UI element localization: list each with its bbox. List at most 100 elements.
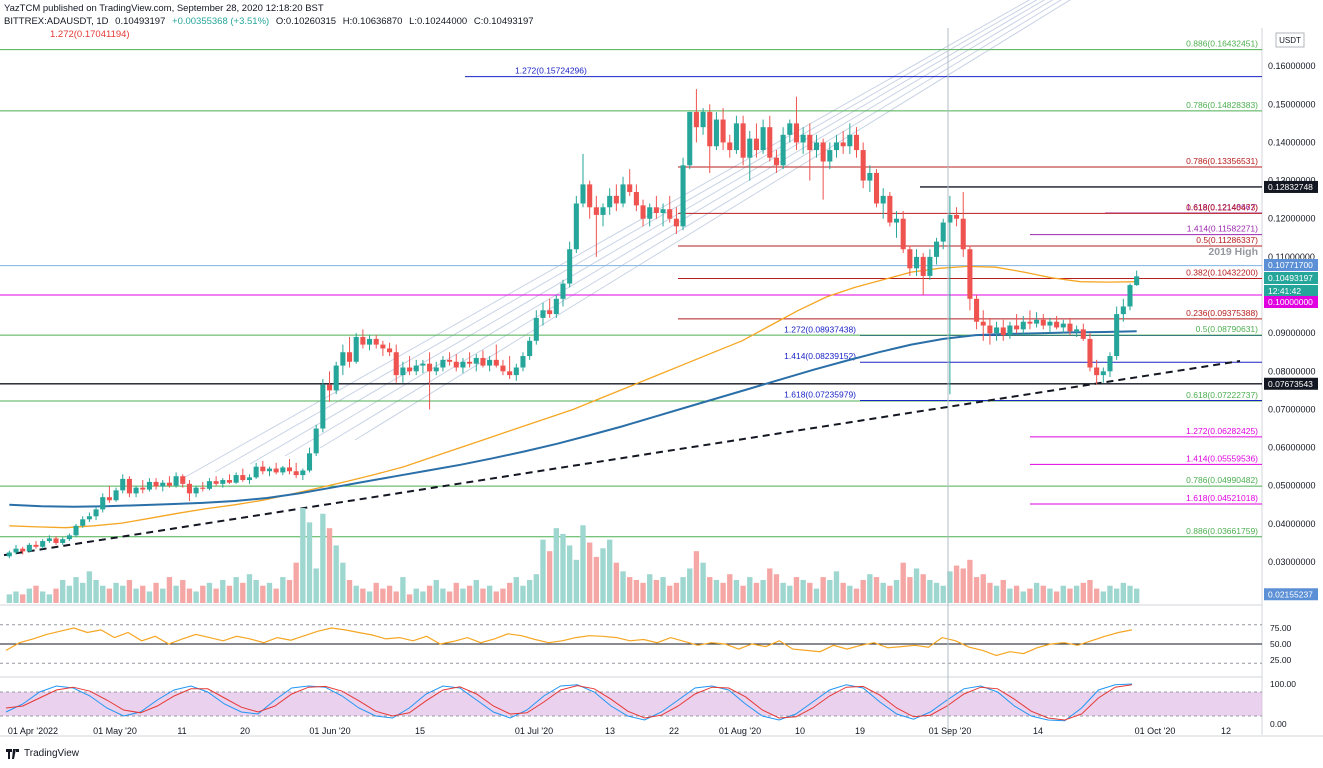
- candle-body: [760, 127, 766, 151]
- volume-bar: [600, 548, 606, 603]
- candle-body: [367, 338, 373, 345]
- volume-bar: [466, 585, 473, 603]
- stoch-k-line: [5, 683, 1133, 722]
- candle-body: [13, 548, 19, 553]
- candle-body: [326, 384, 333, 391]
- candle-body: [827, 150, 833, 162]
- candle-body: [280, 467, 286, 473]
- time-tick-label: 15: [415, 726, 425, 736]
- candle-body: [840, 142, 846, 147]
- volume-bar: [433, 579, 439, 603]
- volume-bar: [1100, 591, 1106, 603]
- volume-bar: [647, 574, 653, 603]
- candle-body: [693, 111, 699, 128]
- volume-bar: [960, 568, 966, 603]
- candle-body: [487, 359, 493, 366]
- candle-body: [320, 384, 326, 429]
- volume-bar: [340, 562, 346, 603]
- time-tick-label: 10: [795, 726, 805, 736]
- candle-body: [373, 338, 379, 345]
- level-label: 0.886(0.03661759): [1186, 526, 1258, 536]
- candle-body: [593, 207, 599, 215]
- price-marker-label: 0.02155237: [1268, 589, 1313, 599]
- volume-bar: [920, 574, 926, 603]
- volume-bar: [967, 559, 973, 603]
- candle-body: [1114, 314, 1120, 357]
- volume-bar: [780, 582, 786, 603]
- volume-bar: [493, 591, 499, 603]
- candle-body: [246, 477, 253, 481]
- candle-body: [20, 548, 26, 552]
- candle-body: [547, 310, 553, 315]
- candle-body: [460, 361, 466, 368]
- candle-body: [1100, 371, 1106, 376]
- volume-bar: [620, 571, 626, 603]
- candle-body: [700, 111, 706, 128]
- ascending-trendline: [3, 360, 1241, 557]
- price-marker-label: 12:41:42: [1268, 286, 1301, 296]
- volume-bar: [266, 582, 273, 603]
- candle-body: [720, 119, 726, 143]
- volume-bar: [1113, 588, 1120, 603]
- volume-bar: [526, 579, 533, 603]
- volume-bar: [593, 556, 600, 603]
- brand-name: TradingView: [24, 748, 80, 759]
- time-tick-label: 11: [177, 726, 186, 736]
- candle-body: [146, 481, 152, 490]
- candle-body: [286, 467, 293, 472]
- volume-bar: [1127, 585, 1133, 603]
- volume-bar: [506, 582, 513, 603]
- volume-bar: [913, 568, 920, 603]
- candle-body: [427, 363, 433, 372]
- volume-bar: [440, 588, 446, 603]
- symbol-ohlc-line: BITTREX:ADAUSDT, 1D 0.10493197 +0.003553…: [4, 15, 538, 28]
- volume-bar: [313, 568, 319, 603]
- volume-bar: [53, 588, 59, 603]
- volume-bar: [513, 577, 519, 603]
- tradingview-logo-icon: [6, 748, 19, 759]
- volume-bar: [893, 579, 900, 603]
- candle-body: [353, 336, 359, 362]
- candle-body: [193, 487, 199, 494]
- level-label: 1.618(0.04521018): [1186, 493, 1258, 503]
- candle-body: [780, 134, 786, 166]
- candle-body: [1107, 356, 1113, 372]
- close-value: C:0.10493197: [473, 16, 534, 27]
- candle-body: [613, 195, 619, 204]
- channel-line: [249, 0, 1046, 465]
- volume-bar: [86, 571, 93, 603]
- top-fib-label: 1.272(0.17041194): [50, 29, 130, 40]
- candle-body: [300, 470, 306, 476]
- volume-bar: [166, 577, 173, 603]
- volume-bar: [393, 591, 399, 603]
- level-label: 0.5(0.11286337): [1196, 235, 1258, 245]
- volume-bar: [653, 579, 660, 603]
- volume-bar: [153, 582, 159, 603]
- volume-bar: [186, 588, 193, 603]
- ma-fast-line: [9, 265, 1137, 529]
- candle-body: [26, 544, 32, 552]
- volume-bar: [773, 574, 780, 603]
- volume-bar: [366, 591, 373, 603]
- channel-line: [284, 0, 1054, 457]
- volume-bar: [1007, 588, 1013, 603]
- volume-bar: [1053, 591, 1060, 603]
- candle-body: [220, 480, 226, 484]
- price-tick-label: 0.15000000: [1268, 99, 1316, 109]
- level-label: 0.886(0.16432451): [1186, 39, 1258, 49]
- volume-bar: [953, 565, 960, 603]
- volume-bar: [200, 585, 206, 603]
- volume-bar: [987, 582, 993, 603]
- volume-bar: [760, 579, 766, 603]
- volume-bar: [546, 551, 553, 603]
- volume-bar: [840, 582, 846, 603]
- volume-bar: [733, 579, 740, 603]
- candle-body: [753, 138, 759, 151]
- level-label: 0.382(0.10432200): [1186, 268, 1258, 278]
- volume-bar: [40, 591, 46, 603]
- candle-body: [994, 327, 1000, 334]
- candle-body: [867, 172, 873, 181]
- candle-body: [767, 127, 773, 158]
- volume-bar: [1107, 585, 1113, 603]
